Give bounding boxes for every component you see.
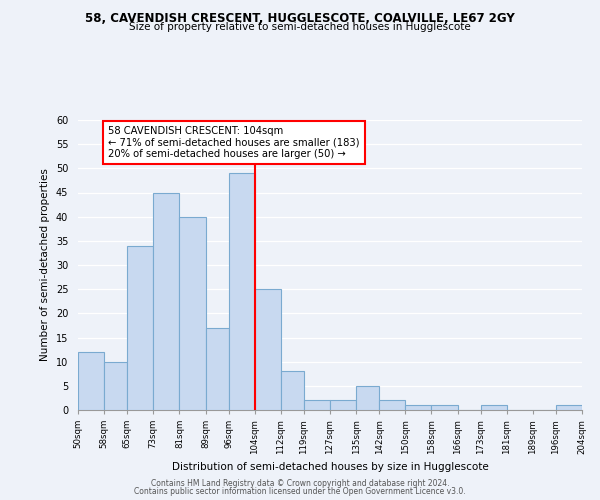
Bar bbox=[229, 173, 255, 410]
Bar bbox=[78, 352, 104, 410]
Bar bbox=[431, 405, 458, 410]
Bar bbox=[356, 386, 379, 410]
Bar bbox=[206, 328, 229, 410]
Text: 58 CAVENDISH CRESCENT: 104sqm
← 71% of semi-detached houses are smaller (183)
20: 58 CAVENDISH CRESCENT: 104sqm ← 71% of s… bbox=[108, 126, 360, 159]
Bar bbox=[127, 246, 153, 410]
Text: Size of property relative to semi-detached houses in Hugglescote: Size of property relative to semi-detach… bbox=[129, 22, 471, 32]
Bar bbox=[153, 192, 179, 410]
X-axis label: Distribution of semi-detached houses by size in Hugglescote: Distribution of semi-detached houses by … bbox=[172, 462, 488, 472]
Bar bbox=[330, 400, 356, 410]
Text: Contains public sector information licensed under the Open Government Licence v3: Contains public sector information licen… bbox=[134, 487, 466, 496]
Bar bbox=[281, 372, 304, 410]
Y-axis label: Number of semi-detached properties: Number of semi-detached properties bbox=[40, 168, 50, 362]
Text: Contains HM Land Registry data © Crown copyright and database right 2024.: Contains HM Land Registry data © Crown c… bbox=[151, 478, 449, 488]
Bar bbox=[556, 405, 582, 410]
Bar bbox=[179, 216, 206, 410]
Text: 58, CAVENDISH CRESCENT, HUGGLESCOTE, COALVILLE, LE67 2GY: 58, CAVENDISH CRESCENT, HUGGLESCOTE, COA… bbox=[85, 12, 515, 26]
Bar bbox=[481, 405, 507, 410]
Bar bbox=[304, 400, 330, 410]
Bar bbox=[255, 289, 281, 410]
Bar bbox=[405, 405, 431, 410]
Bar bbox=[379, 400, 405, 410]
Bar bbox=[104, 362, 127, 410]
